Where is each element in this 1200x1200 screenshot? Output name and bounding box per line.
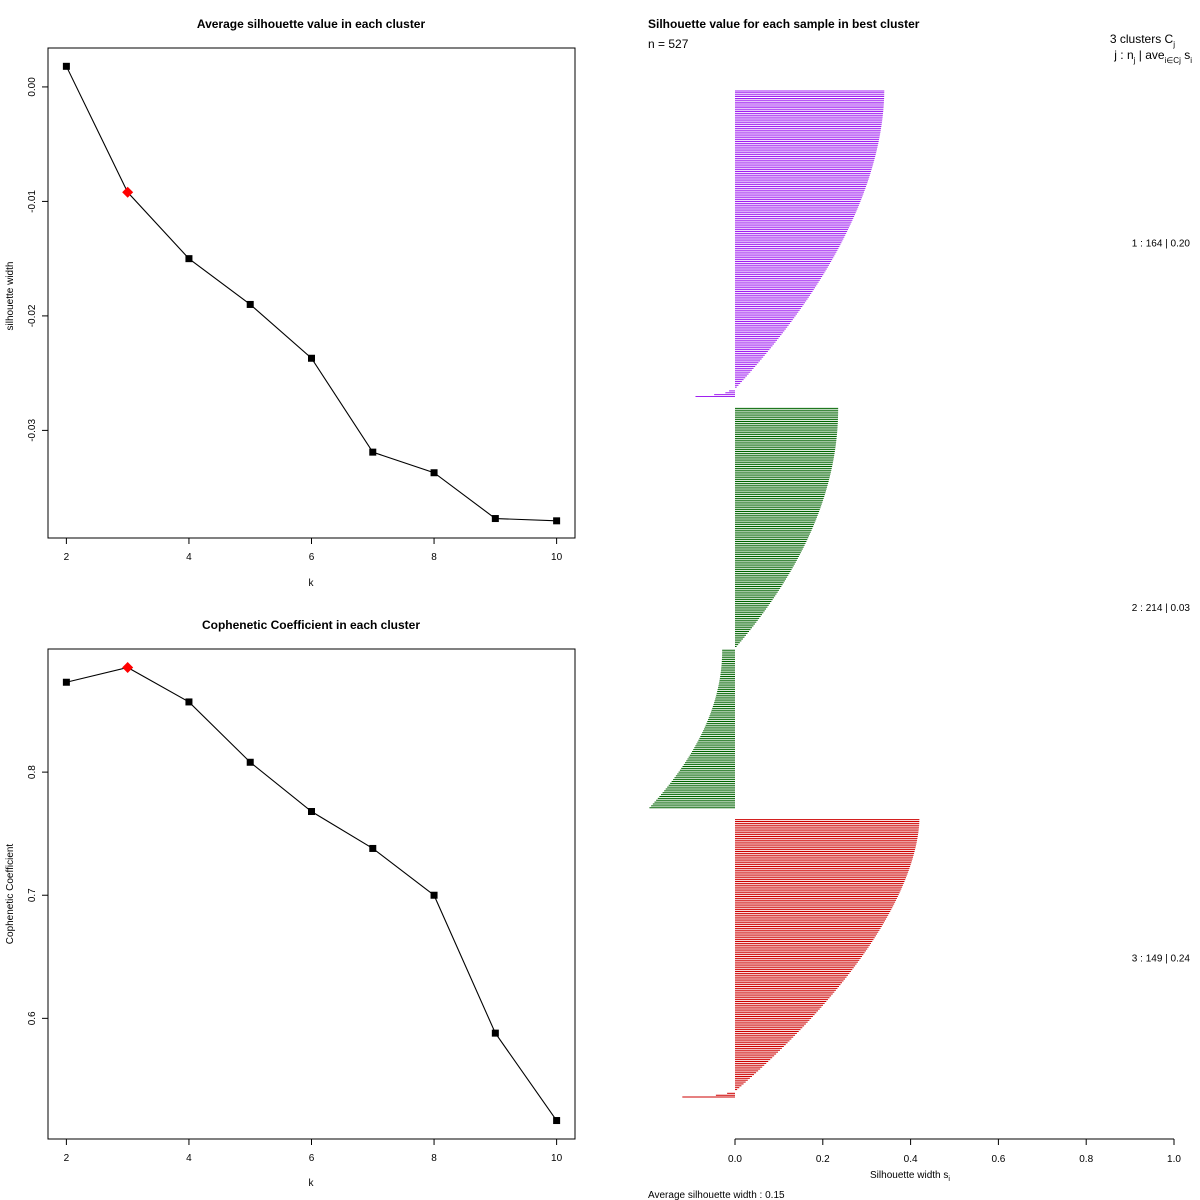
avg-silhouette-y-tick-label: 0.00: [27, 77, 38, 97]
silhouette-xlabel-text: Silhouette width s: [870, 1170, 948, 1181]
legend-header-ave: | ave: [1135, 48, 1164, 62]
silhouette-x-tick-label: 0.8: [1079, 1154, 1093, 1165]
cophenetic-title: Cophenetic Coefficient in each cluster: [202, 618, 420, 632]
cophenetic-data-point: [553, 1117, 561, 1125]
legend-header-s-sub: i: [1190, 56, 1192, 65]
cophenetic-data-point: [430, 891, 438, 899]
avg-silhouette-x-tick-label: 4: [186, 552, 192, 563]
cluster-3-bars: [682, 819, 920, 1098]
cluster-2-bars: [649, 407, 839, 809]
avg-silhouette-data-point: [491, 515, 499, 523]
avg-silhouette-y-tick-label: -0.03: [27, 419, 38, 442]
legend-header-s: s: [1181, 48, 1190, 62]
cophenetic-highlight-point: [122, 661, 134, 673]
cophenetic-data-point: [369, 844, 377, 852]
silhouette-x-tick-label: 0.6: [991, 1154, 1005, 1165]
cophenetic-line: [66, 666, 558, 1121]
silhouette-plot-title: Silhouette value for each sample in best…: [648, 17, 920, 31]
cophenetic-x-axis: 2 4 6 8 10: [64, 1138, 563, 1164]
silhouette-xlabel: Silhouette width si: [870, 1170, 950, 1183]
cophenetic-ylabel: Cophenetic Coefficient: [5, 844, 16, 945]
cluster-labels: 1 : 164 | 0.20 2 : 214 | 0.03 3 : 149 | 0.…: [1132, 239, 1191, 965]
silhouette-bars: [649, 90, 920, 1098]
cophenetic-data-point: [185, 698, 193, 706]
avg-silhouette-series: [62, 62, 561, 525]
cophenetic-data-point: [246, 758, 254, 766]
avg-silhouette-ylabel: silhouette width: [5, 262, 16, 331]
cophenetic-x-tick-label: 10: [551, 1153, 563, 1164]
cluster-legend-header: j : nj | avei∈Cj si: [1113, 48, 1192, 65]
average-silhouette-footer: Average silhouette width : 0.15: [648, 1190, 785, 1200]
avg-silhouette-y-tick-label: -0.01: [27, 190, 38, 213]
cophenetic-data-point: [308, 808, 315, 816]
avg-silhouette-x-tick-label: 8: [431, 552, 437, 563]
cophenetic-xlabel: k: [309, 1178, 315, 1189]
avg-silhouette-panel: Average silhouette value in each cluster…: [5, 17, 576, 589]
silhouette-xlabel-subscript: i: [948, 1176, 950, 1183]
avg-silhouette-x-tick-label: 2: [64, 552, 70, 563]
avg-silhouette-data-point: [369, 448, 377, 456]
cophenetic-panel: Cophenetic Coefficient in each cluster k…: [5, 618, 576, 1189]
silhouette-x-tick-label: 0.2: [816, 1154, 830, 1165]
silhouette-x-tick-label: 0.4: [904, 1154, 918, 1165]
cophenetic-y-tick-label: 0.6: [27, 1011, 38, 1025]
avg-silhouette-x-axis: 2 4 6 8 10: [64, 537, 563, 563]
avg-silhouette-data-point: [246, 300, 254, 308]
avg-silhouette-data-point: [308, 354, 315, 362]
cluster-1-label: 1 : 164 | 0.20: [1132, 239, 1191, 250]
avg-silhouette-plot-box: [47, 47, 576, 539]
silhouette-x-tick-label: 1.0: [1167, 1154, 1181, 1165]
cophenetic-data-point: [491, 1029, 499, 1037]
avg-silhouette-y-axis: 0.00 -0.01 -0.02 -0.03: [27, 77, 49, 442]
avg-silhouette-data-point: [185, 255, 193, 263]
cophenetic-x-tick-label: 4: [186, 1153, 192, 1164]
cophenetic-y-tick-label: 0.7: [27, 888, 38, 902]
cophenetic-y-axis: 0.6 0.7 0.8: [27, 765, 49, 1025]
legend-header-j: j : n: [1113, 48, 1133, 62]
avg-silhouette-title: Average silhouette value in each cluster: [197, 17, 426, 31]
sample-count: n = 527: [648, 37, 689, 51]
legend-header-j-sub: j: [1133, 56, 1136, 65]
silhouette-x-axis: 0.0 0.2 0.4 0.6 0.8 1.0: [728, 1138, 1181, 1165]
cluster-1-bars: [695, 90, 885, 398]
avg-silhouette-data-point: [430, 469, 438, 477]
silhouette-plot-panel: Silhouette value for each sample in best…: [648, 17, 1192, 1200]
avg-silhouette-x-tick-label: 10: [551, 552, 563, 563]
cluster-count-legend: 3 clusters Cj: [1110, 32, 1175, 49]
avg-silhouette-highlight-point: [122, 186, 134, 198]
avg-silhouette-data-point: [553, 517, 561, 525]
avg-silhouette-data-point: [62, 62, 70, 70]
avg-silhouette-xlabel: k: [309, 578, 315, 589]
cluster-2-label: 2 : 214 | 0.03: [1132, 603, 1191, 614]
silhouette-x-tick-label: 0.0: [728, 1154, 742, 1165]
cophenetic-x-tick-label: 2: [64, 1153, 70, 1164]
cophenetic-x-tick-label: 8: [431, 1153, 437, 1164]
cluster-count-text: 3 clusters C: [1110, 32, 1174, 46]
avg-silhouette-x-tick-label: 6: [309, 552, 315, 563]
cophenetic-y-tick-label: 0.8: [27, 765, 38, 779]
cluster-count-subscript: j: [1172, 40, 1175, 49]
cophenetic-series: [62, 661, 561, 1125]
avg-silhouette-y-tick-label: -0.02: [27, 304, 38, 327]
avg-silhouette-line: [65, 66, 557, 522]
cophenetic-x-tick-label: 6: [309, 1153, 315, 1164]
cluster-3-label: 3 : 149 | 0.24: [1132, 953, 1191, 964]
cophenetic-data-point: [62, 678, 70, 686]
legend-header-ave-sub: i∈Cj: [1165, 56, 1182, 65]
cophenetic-plot-box: [47, 648, 576, 1140]
